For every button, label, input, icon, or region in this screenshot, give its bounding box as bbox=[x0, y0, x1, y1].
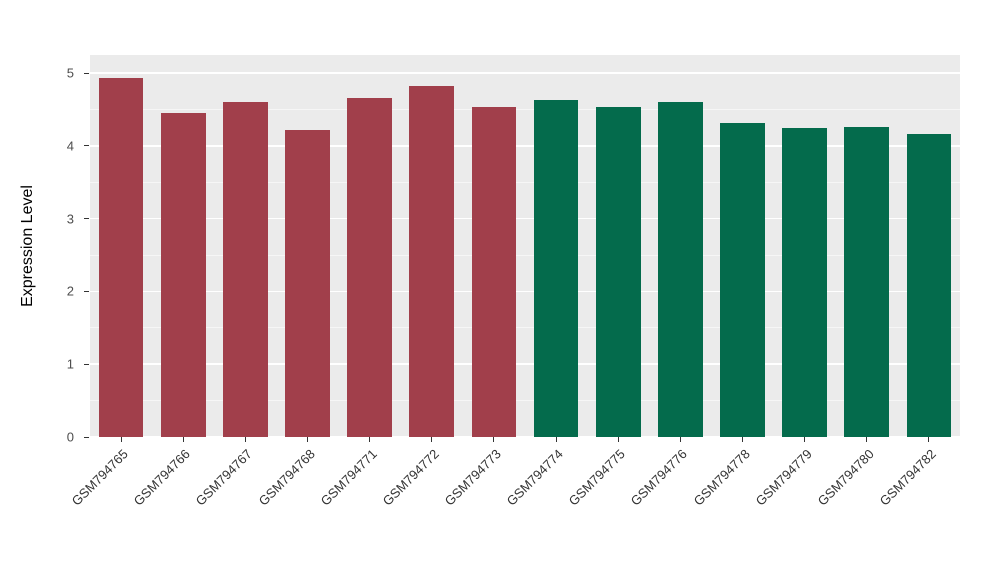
bar bbox=[720, 123, 765, 437]
x-tick-mark bbox=[928, 437, 930, 442]
x-tick-mark bbox=[307, 437, 308, 442]
gridline-major bbox=[90, 290, 960, 293]
bar bbox=[906, 133, 952, 437]
x-tick-mark bbox=[804, 437, 806, 442]
x-tick-label: GSM794779 bbox=[752, 446, 815, 509]
bar bbox=[160, 113, 206, 437]
y-tick-mark bbox=[84, 145, 89, 147]
gridline-major bbox=[90, 363, 960, 365]
bar bbox=[595, 107, 641, 437]
x-tick-label: GSM794780 bbox=[814, 446, 877, 509]
bar bbox=[657, 102, 703, 437]
bar bbox=[782, 127, 827, 437]
y-tick-mark bbox=[84, 218, 89, 220]
gridline-minor bbox=[90, 400, 960, 402]
gridline-major bbox=[90, 217, 960, 220]
y-tick-label: 1 bbox=[66, 356, 74, 372]
x-axis: GSM794765 GSM794766 GSM794767 GSM794768 GSM7… bbox=[69, 437, 960, 567]
bar bbox=[409, 86, 455, 437]
y-tick-label: 0 bbox=[66, 429, 74, 445]
x-tick-label: GSM794773 bbox=[441, 446, 504, 509]
x-tick-label: GSM794765 bbox=[68, 446, 131, 509]
x-tick-mark bbox=[742, 437, 743, 442]
x-tick-mark bbox=[866, 437, 868, 442]
x-tick-label: GSM794766 bbox=[130, 446, 194, 509]
x-tick-label: GSM794774 bbox=[503, 446, 566, 509]
x-tick-label: GSM794778 bbox=[690, 446, 753, 509]
x-tick-mark bbox=[431, 437, 433, 442]
x-tick-mark bbox=[244, 437, 246, 442]
gridline-major bbox=[90, 72, 960, 74]
y-tick-label: 4 bbox=[66, 138, 74, 154]
y-tick-mark bbox=[84, 72, 89, 74]
x-tick-mark bbox=[555, 437, 557, 442]
x-tick-mark bbox=[120, 437, 122, 442]
x-tick-mark bbox=[617, 437, 619, 442]
y-tick-mark bbox=[84, 436, 89, 438]
gridline-minor bbox=[90, 254, 960, 256]
gridline-minor bbox=[90, 327, 960, 329]
x-tick-label: GSM794782 bbox=[876, 446, 939, 509]
y-tick-label: 3 bbox=[66, 211, 74, 227]
plot-panel bbox=[90, 55, 960, 438]
y-tick-mark bbox=[84, 290, 89, 292]
y-axis: 0 1 2 3 4 5 bbox=[0, 55, 90, 444]
x-tick-label: GSM794768 bbox=[255, 446, 318, 509]
x-tick-mark bbox=[369, 437, 371, 442]
bar bbox=[98, 78, 144, 437]
x-tick-mark bbox=[679, 437, 681, 442]
bar bbox=[533, 100, 579, 437]
bar bbox=[844, 127, 890, 437]
y-tick-label: 5 bbox=[66, 65, 74, 81]
gridline-major bbox=[90, 145, 960, 147]
x-tick-mark bbox=[493, 437, 495, 442]
x-tick-label: GSM794775 bbox=[565, 446, 629, 509]
bar bbox=[471, 107, 517, 437]
gridline-minor bbox=[90, 181, 960, 183]
gridline-minor bbox=[90, 109, 960, 111]
x-tick-label: GSM794776 bbox=[628, 446, 691, 509]
bar bbox=[222, 102, 268, 437]
x-tick-label: GSM794772 bbox=[379, 446, 442, 509]
y-tick-label: 2 bbox=[66, 283, 74, 299]
x-tick-label: GSM794771 bbox=[317, 446, 380, 509]
x-tick-mark bbox=[182, 437, 184, 442]
bar bbox=[347, 97, 392, 437]
y-tick-mark bbox=[84, 363, 89, 365]
x-tick-label: GSM794767 bbox=[193, 446, 256, 509]
bar bbox=[285, 129, 330, 437]
